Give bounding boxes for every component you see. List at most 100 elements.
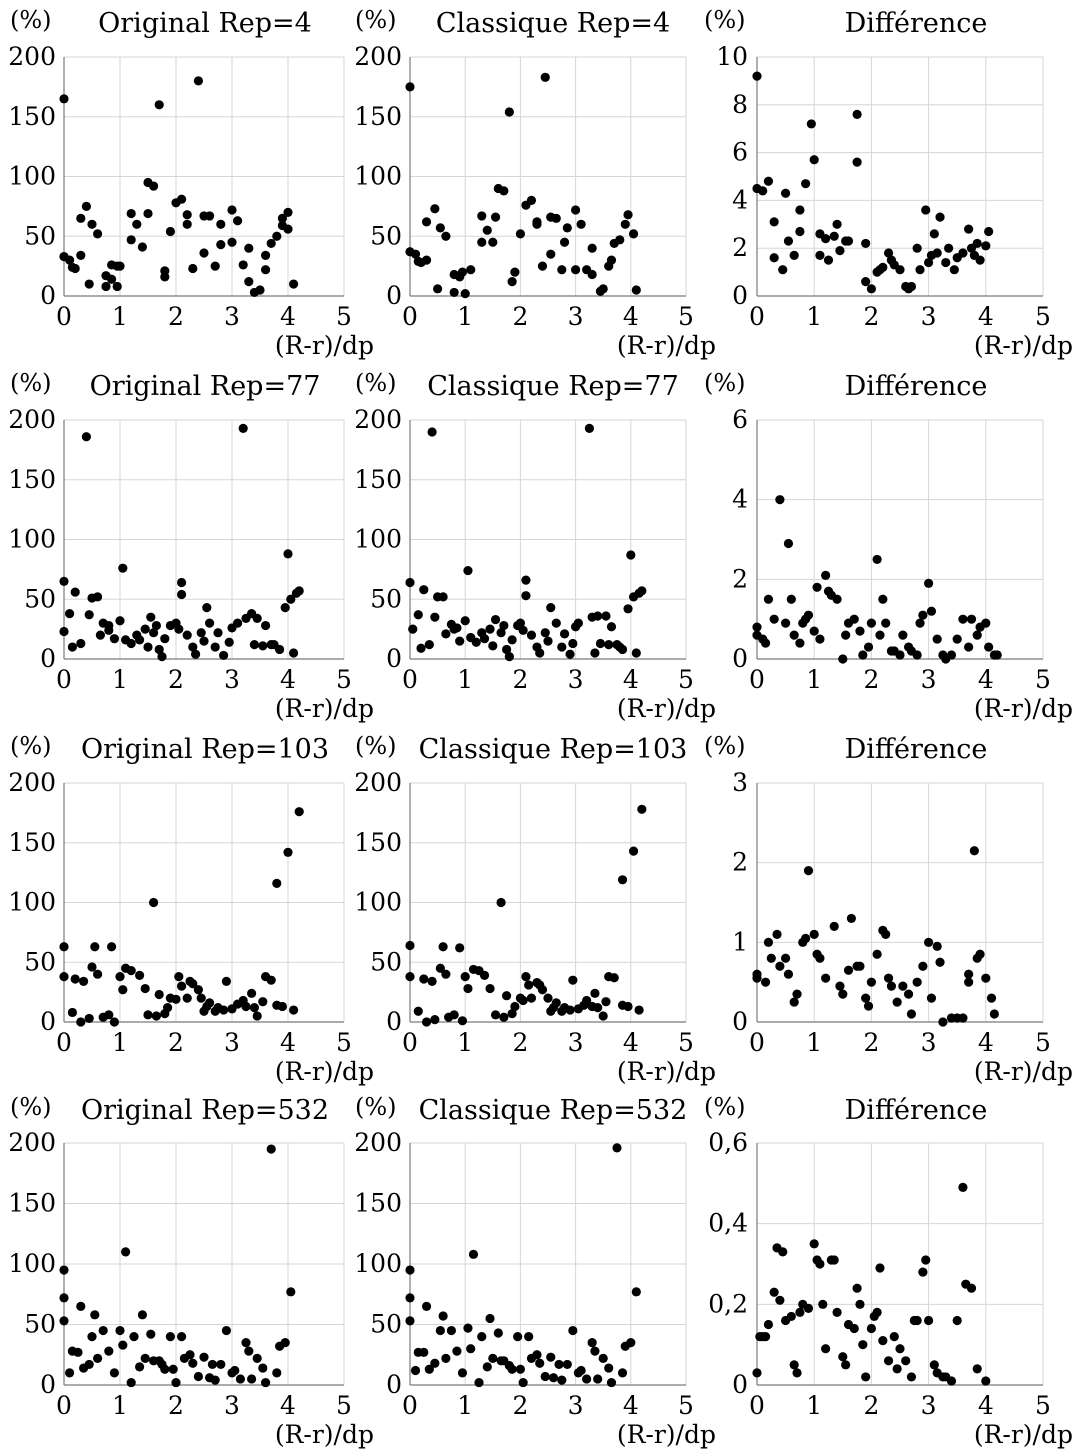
data-point: [628, 229, 639, 239]
data-point: [233, 618, 243, 628]
chart-panel-5: 0 50 100 150 200 0 1 2 3 4 5 Classique Rep=77 (%) (R-…: [354, 369, 716, 723]
y-tick-label: 1: [732, 927, 748, 956]
data-point: [769, 253, 779, 263]
data-point: [821, 234, 831, 244]
data-point: [590, 988, 600, 998]
y-tick-label: 3: [732, 768, 748, 797]
data-point: [238, 260, 248, 270]
data-point: [104, 1010, 114, 1020]
data-point: [235, 1374, 245, 1384]
x-axis-label: (R-r)/dp: [617, 1420, 716, 1449]
data-point: [775, 961, 785, 971]
data-point: [430, 204, 440, 214]
data-point: [892, 1364, 902, 1374]
data-point: [789, 1360, 799, 1370]
data-point: [912, 1315, 922, 1326]
x-tick-label: 0: [749, 1028, 765, 1057]
data-point: [763, 594, 774, 604]
data-point: [878, 262, 888, 272]
data-point: [565, 1005, 575, 1015]
data-point: [601, 997, 611, 1007]
data-point: [551, 618, 561, 628]
data-point: [903, 989, 914, 999]
data-point: [221, 976, 231, 986]
data-point: [964, 977, 974, 987]
data-point: [866, 977, 877, 987]
data-point: [975, 949, 985, 959]
data-point: [924, 937, 934, 947]
data-point: [855, 626, 865, 636]
data-point: [507, 635, 517, 645]
data-point: [405, 577, 415, 588]
data-point: [766, 953, 776, 963]
data-point: [568, 975, 578, 985]
data-point: [861, 238, 871, 249]
data-point: [149, 897, 159, 908]
data-point: [199, 248, 209, 258]
data-point: [863, 642, 874, 652]
data-point: [806, 119, 816, 129]
y-tick-label: 2: [732, 233, 748, 262]
x-tick-label: 0: [749, 302, 765, 331]
data-point: [783, 236, 794, 246]
data-point: [504, 107, 514, 117]
data-point: [559, 237, 570, 247]
data-point: [568, 638, 578, 649]
data-point: [543, 993, 553, 1003]
data-point: [752, 973, 762, 983]
y-tick-label: 200: [8, 1128, 56, 1157]
data-point: [174, 971, 184, 982]
data-point: [898, 630, 908, 640]
data-point: [875, 630, 885, 640]
data-point: [576, 219, 586, 229]
x-tick-label: 1: [457, 302, 473, 331]
y-tick-label: 50: [370, 584, 402, 613]
data-point: [631, 648, 641, 658]
y-tick-label: 200: [354, 768, 402, 797]
x-tick-label: 1: [806, 302, 822, 331]
data-point: [224, 637, 234, 647]
x-tick-label: 5: [1035, 1391, 1051, 1420]
data-point: [485, 1313, 495, 1324]
data-point: [283, 224, 293, 234]
data-point: [918, 1267, 928, 1277]
data-point: [763, 1319, 774, 1330]
x-tick-label: 4: [623, 1391, 639, 1420]
data-point: [843, 965, 854, 975]
data-point: [219, 650, 229, 661]
data-point: [199, 636, 209, 646]
y-unit-label: (%): [355, 369, 397, 397]
data-point: [65, 255, 75, 265]
data-point: [584, 423, 595, 433]
data-point: [59, 94, 69, 104]
x-tick-label: 2: [168, 1391, 184, 1420]
chart-title: Différence: [845, 371, 988, 402]
data-point: [452, 623, 462, 633]
data-point: [221, 1325, 231, 1336]
data-point: [118, 985, 128, 995]
data-point: [809, 1239, 819, 1249]
data-point: [87, 1332, 97, 1342]
data-point: [252, 1353, 262, 1363]
data-point: [463, 1323, 473, 1333]
data-point: [499, 186, 509, 196]
data-point: [515, 618, 526, 628]
data-point: [188, 263, 198, 274]
data-point: [449, 287, 459, 298]
data-point: [571, 265, 581, 275]
chart-panel-4: 0 50 100 150 200 0 1 2 3 4 5 Original Rep=77 (%) (R-r…: [8, 369, 374, 723]
data-point: [210, 261, 220, 271]
data-point: [518, 625, 528, 635]
x-tick-label: 0: [749, 665, 765, 694]
data-point: [783, 969, 794, 979]
data-point: [477, 211, 487, 221]
data-point: [468, 1249, 479, 1259]
x-tick-label: 0: [402, 1028, 418, 1057]
data-point: [818, 1299, 828, 1309]
data-point: [623, 210, 633, 220]
data-point: [789, 250, 799, 260]
data-point: [849, 1323, 859, 1334]
data-point: [149, 628, 159, 638]
data-point: [405, 1265, 415, 1275]
data-point: [815, 1259, 825, 1269]
